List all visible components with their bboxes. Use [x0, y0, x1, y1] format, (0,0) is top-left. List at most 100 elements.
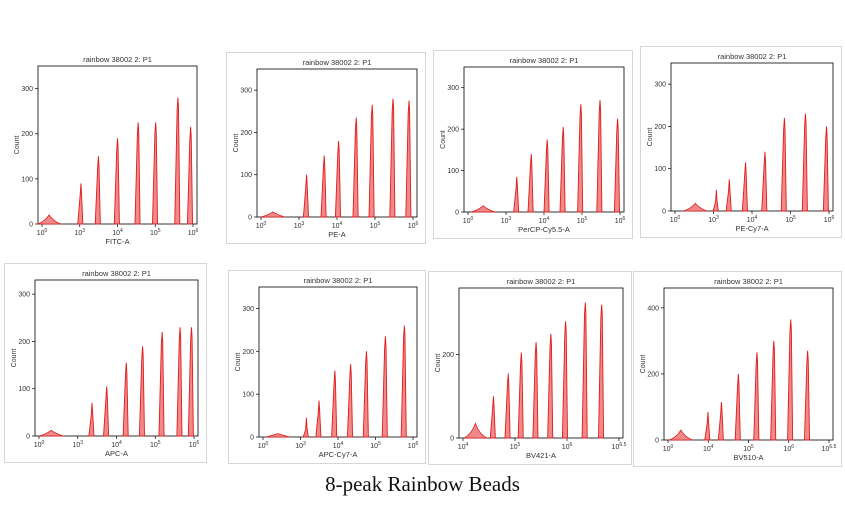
y-tick-label: 100	[242, 392, 254, 399]
histogram-peak	[704, 411, 711, 441]
x-tick-label: 106	[189, 440, 200, 449]
histogram-peak	[260, 211, 286, 218]
chart-title: rainbow 38002 2: P1	[83, 55, 152, 64]
histogram-peak	[822, 126, 829, 212]
histogram-bv510: rainbow 38002 2: P1 0 200 400 100 104 105 106 10…	[640, 277, 837, 462]
histogram-panel-pecy7: rainbow 38002 2: P1 0 100 200 300 100 103 104 10…	[640, 46, 842, 238]
x-tick-label: 105	[370, 221, 381, 230]
y-tick-label: 0	[250, 435, 254, 442]
histogram-peak	[381, 336, 388, 438]
histogram-peak	[761, 151, 768, 212]
y-tick-label: 200	[654, 124, 666, 131]
histogram-peak	[174, 97, 181, 225]
histogram-apc: rainbow 38002 2: P1 0 100 200 300 100 103 104 10…	[11, 269, 200, 458]
y-tick-label: 0	[450, 436, 454, 443]
y-axis-label: Count	[640, 355, 647, 374]
histogram-peak	[504, 373, 511, 439]
y-tick-label: 200	[447, 127, 459, 134]
histogram-peak	[463, 422, 488, 439]
x-tick-label: 105	[150, 440, 161, 449]
histogram-peak	[39, 429, 64, 437]
plot-frame	[34, 279, 199, 437]
histogram-bv421: rainbow 38002 2: P1 0 200 104 105 106 106.5 BV4…	[435, 277, 627, 460]
figure-caption: 8-peak Rainbow Beads	[325, 472, 520, 496]
histogram-peak	[803, 350, 811, 441]
histogram-panel-apc: rainbow 38002 2: P1 0 100 200 300 100 103 104 10…	[4, 263, 207, 463]
y-axis-label: Count	[235, 353, 242, 372]
x-axis-label: APC-A	[105, 449, 128, 458]
y-tick-label: 0	[655, 438, 659, 445]
y-tick-label: 400	[647, 305, 659, 312]
histogram-peak	[561, 321, 568, 439]
x-tick-label: 105	[785, 215, 796, 224]
y-tick-label: 200	[442, 352, 454, 359]
histogram-peak	[577, 104, 584, 213]
x-tick-label: 105	[150, 228, 161, 237]
x-tick-label: 104	[458, 442, 469, 451]
chart-title: rainbow 38002 2: P1	[714, 277, 783, 286]
histogram-peak	[334, 140, 341, 218]
plot-frame	[458, 287, 624, 439]
histogram-peak	[138, 346, 145, 437]
x-tick-label: 106	[408, 221, 419, 230]
x-tick-label: 106	[408, 441, 419, 450]
histogram-panel-bv421: rainbow 38002 2: P1 0 200 104 105 106 106.5 BV4…	[428, 271, 632, 465]
y-tick-label: 100	[21, 176, 33, 183]
histogram-panel-apccy7: rainbow 38002 2: P1 0 100 200 300 100 103 104 10…	[228, 270, 426, 464]
x-axis-label: PE-Cy7-A	[735, 224, 768, 233]
histogram-peak	[532, 342, 539, 439]
x-axis-label: BV421-A	[526, 451, 556, 460]
y-tick-label: 0	[26, 434, 30, 441]
y-tick-label: 0	[455, 210, 459, 217]
x-tick-label: 103	[72, 440, 83, 449]
x-tick-label: 103	[74, 228, 85, 237]
y-tick-label: 300	[18, 292, 30, 299]
histogram-peak	[187, 327, 194, 437]
y-tick-label: 300	[447, 85, 459, 92]
plot-frame	[670, 62, 834, 212]
x-axis-label: PE-A	[328, 230, 346, 239]
histogram-peak	[668, 429, 694, 441]
histogram-peak	[513, 176, 520, 213]
histogram-peak	[770, 340, 777, 441]
histogram-peak	[320, 155, 327, 218]
y-tick-label: 0	[29, 222, 33, 229]
histogram-peak	[613, 118, 620, 213]
y-tick-label: 0	[248, 215, 252, 222]
histogram-peak	[712, 189, 719, 212]
histogram-peak	[683, 202, 708, 212]
x-tick-label: 106	[824, 215, 835, 224]
histogram-peak	[113, 138, 120, 225]
histogram-peak	[77, 183, 84, 225]
y-axis-label: Count	[233, 134, 240, 153]
histogram-peak	[122, 362, 129, 437]
x-tick-label: 104	[333, 441, 344, 450]
histogram-peak	[717, 401, 724, 441]
histogram-peak	[331, 370, 338, 438]
histogram-peak	[596, 100, 603, 213]
x-tick-label: 100	[670, 215, 681, 224]
histogram-percp: rainbow 38002 2: P1 0 100 200 300 100 103 104 10…	[440, 56, 626, 234]
x-tick-label: 103	[294, 221, 305, 230]
y-tick-label: 200	[242, 349, 254, 356]
histogram-peak	[302, 174, 309, 218]
x-tick-label: 103	[501, 216, 512, 225]
x-tick-label: 100	[258, 441, 269, 450]
histogram-peak	[134, 122, 141, 225]
histogram-peak	[37, 214, 62, 225]
x-axis-label: APC-Cy7-A	[319, 450, 358, 459]
y-axis-label: Count	[11, 349, 18, 368]
histogram-peak	[302, 417, 309, 438]
y-tick-label: 300	[21, 86, 33, 93]
x-tick-label: 100	[34, 440, 45, 449]
x-tick-label: 105	[577, 216, 588, 225]
histogram-peak	[362, 351, 369, 438]
histogram-peak	[368, 104, 375, 218]
histogram-peak	[88, 402, 95, 437]
y-tick-label: 200	[240, 130, 252, 137]
histogram-peak	[158, 331, 165, 437]
x-tick-label: 104	[539, 216, 550, 225]
x-tick-label: 100	[37, 228, 48, 237]
x-tick-label: 106	[562, 442, 573, 451]
y-tick-label: 200	[21, 131, 33, 138]
